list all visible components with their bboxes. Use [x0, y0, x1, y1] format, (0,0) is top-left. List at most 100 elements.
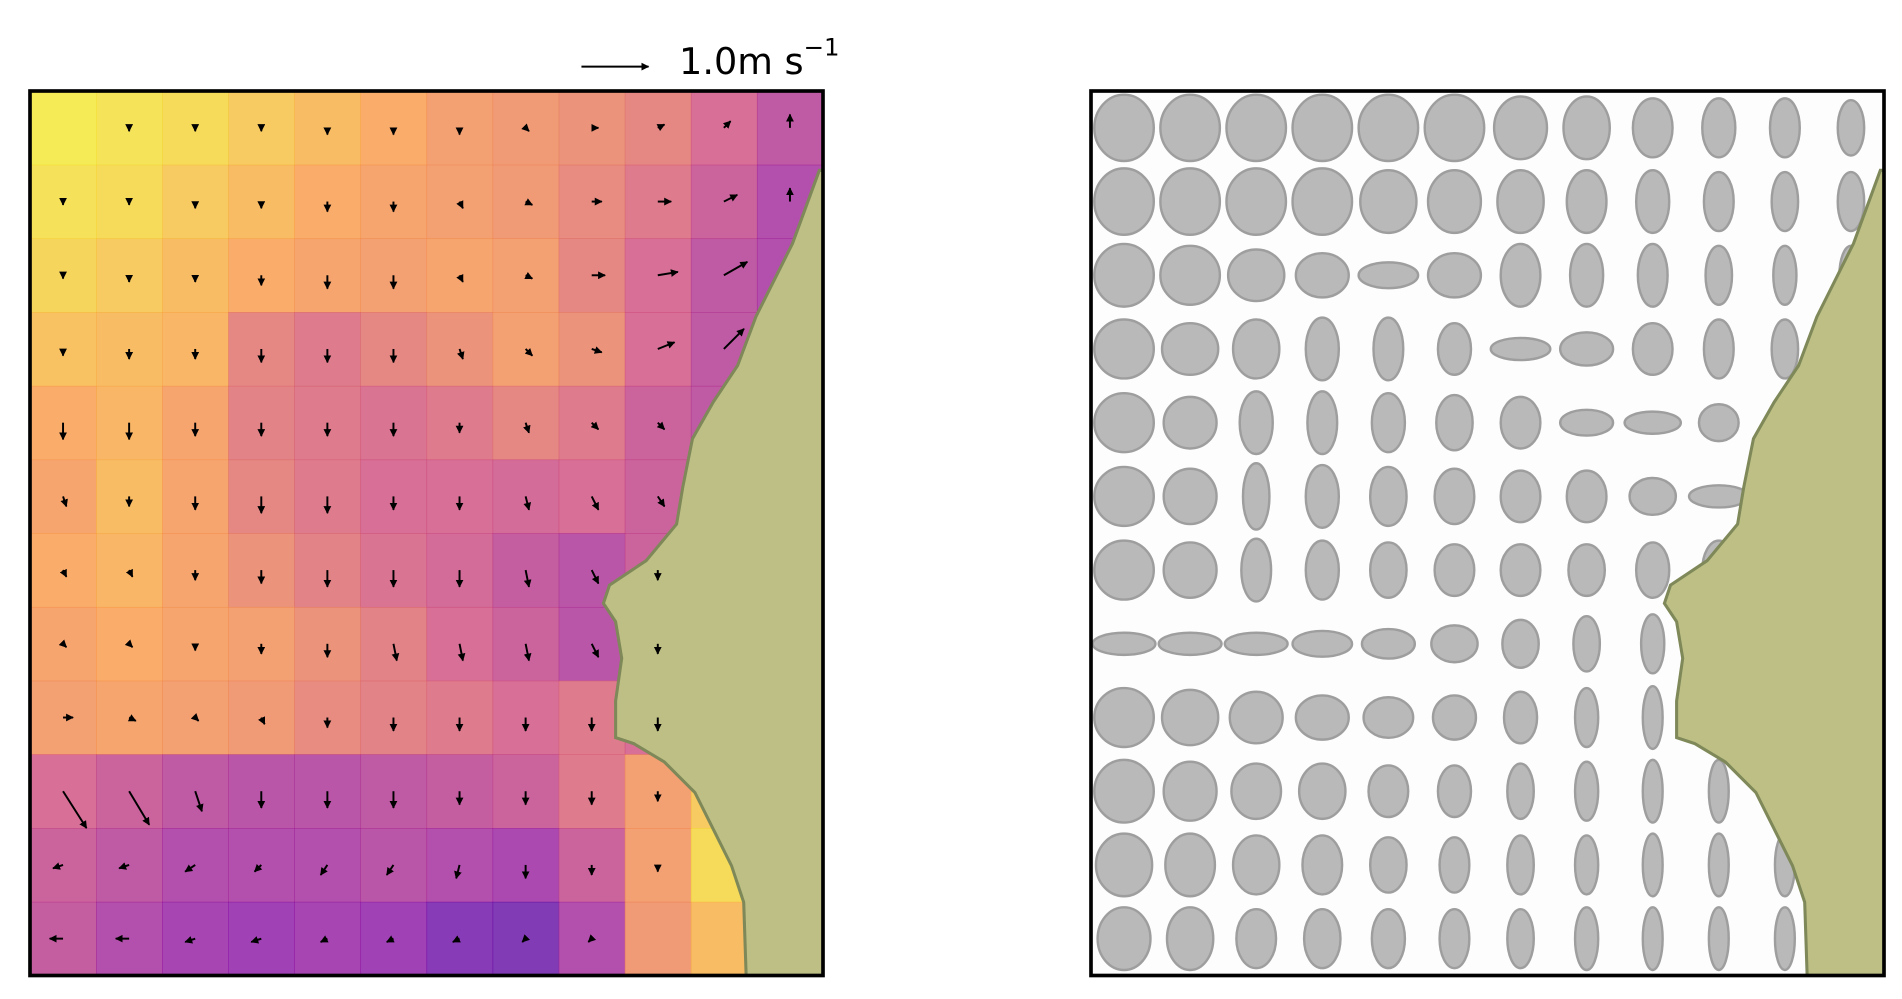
strain-ellipse: [1707, 906, 1730, 972]
land: [1662, 168, 1886, 978]
strain-ellipse: [1565, 469, 1608, 524]
strain-ellipse: [1573, 760, 1600, 822]
strain-ellipse: [1836, 98, 1866, 157]
strain-ellipse: [1160, 321, 1220, 376]
strain-ellipse: [1162, 541, 1218, 599]
strain-ellipse: [1499, 242, 1542, 308]
velocity-arrow: [258, 716, 266, 725]
velocity-arrow: [118, 862, 130, 870]
strain-ellipse: [1157, 631, 1223, 657]
velocity-arrow: [253, 863, 263, 873]
velocity-arrow: [524, 347, 534, 357]
strain-ellipse: [1558, 331, 1615, 367]
strain-ellipse: [1423, 93, 1486, 163]
heat-cell: [30, 91, 97, 166]
strain-ellipse: [1094, 832, 1154, 898]
strain-ellipse: [1770, 318, 1800, 380]
strain-ellipse: [1634, 541, 1671, 599]
velocity-arrow: [521, 934, 530, 943]
strain-ellipse: [1357, 261, 1420, 290]
strain-ellipse: [1568, 242, 1605, 308]
heat-cell: [162, 901, 229, 976]
strain-ellipse: [1093, 758, 1155, 824]
strain-ellipse: [1368, 465, 1408, 528]
strain-ellipse: [1238, 390, 1274, 456]
right-panel: [1089, 89, 1886, 978]
heat-cell: [96, 828, 163, 903]
velocity-arrow: [656, 421, 666, 431]
strain-ellipse: [1628, 476, 1678, 517]
heat-cell: [162, 828, 229, 903]
strain-ellipse: [1565, 169, 1608, 235]
velocity-arrow: [319, 935, 329, 943]
strain-ellipse: [1367, 764, 1410, 819]
velocity-arrow: [456, 200, 464, 209]
strain-ellipse: [1235, 907, 1278, 970]
velocity-arrow: [523, 569, 532, 588]
strain-ellipse: [1372, 316, 1405, 382]
strain-ellipse: [1370, 391, 1407, 454]
strain-ellipse: [1438, 836, 1471, 894]
strain-ellipse: [1499, 469, 1542, 524]
strain-ellipse: [1360, 627, 1417, 660]
quiver-key-label: 1.0m s−1: [679, 32, 840, 82]
strain-ellipse: [1707, 832, 1730, 898]
heat-cell: [756, 91, 824, 166]
strain-ellipse: [1707, 758, 1730, 824]
strain-ellipse: [1438, 907, 1471, 970]
strain-ellipse: [1499, 395, 1542, 450]
strain-ellipse: [1357, 93, 1420, 163]
velocity-arrow: [656, 123, 666, 132]
velocity-arrow: [184, 936, 196, 944]
velocity-arrow: [456, 348, 465, 360]
strain-ellipse: [1636, 242, 1669, 308]
strain-ellipse: [1297, 762, 1347, 821]
velocity-arrow: [457, 643, 466, 662]
frame: [28, 89, 825, 978]
strain-ellipse: [1768, 97, 1801, 159]
strain-ellipse: [1430, 624, 1479, 664]
strain-ellipse: [1558, 408, 1615, 437]
strain-ellipse: [1162, 760, 1218, 822]
velocity-arrow: [590, 569, 600, 585]
strain-ellipse: [1093, 167, 1155, 236]
velocity-arrow: [656, 495, 666, 508]
frame: [1089, 89, 1886, 978]
velocity-arrow: [591, 346, 603, 354]
velocity-arrow: [657, 341, 676, 350]
strain-ellipse: [1302, 907, 1342, 970]
strain-ellipse: [1093, 686, 1155, 749]
strain-ellipse: [1697, 403, 1740, 443]
strain-ellipse: [1436, 764, 1473, 819]
strain-ellipse: [1304, 539, 1341, 601]
strain-ellipse: [1567, 543, 1607, 598]
velocity-arrow: [128, 790, 151, 826]
strain-ellipse: [1304, 463, 1341, 529]
strain-ellipse: [1701, 97, 1737, 159]
strain-ellipse: [1573, 686, 1600, 749]
strain-ellipse: [1294, 694, 1350, 741]
velocity-arrow: [523, 643, 532, 662]
strain-ellipse: [1562, 95, 1611, 161]
strain-ellipse: [1093, 465, 1155, 528]
velocity-arrow: [722, 120, 732, 129]
heat-cell: [96, 901, 163, 976]
heat-cell: [360, 901, 428, 976]
heat-cell: [228, 901, 295, 976]
velocity-arrow: [524, 198, 534, 206]
strain-ellipse: [1226, 248, 1286, 303]
strain-ellipse: [1573, 834, 1600, 896]
strain-ellipse: [1241, 462, 1271, 531]
strain-ellipse: [1502, 690, 1539, 745]
strain-ellipse: [1093, 539, 1155, 601]
velocity-arrow: [723, 261, 749, 277]
velocity-arrow: [124, 639, 134, 648]
heat-cell: [30, 828, 97, 903]
left-panel: 1.0m s−1: [28, 32, 840, 978]
strain-ellipse: [1704, 244, 1734, 306]
velocity-arrow: [590, 495, 600, 511]
strain-ellipse: [1572, 614, 1602, 673]
velocity-arrow: [452, 935, 461, 943]
heat-cell: [294, 901, 362, 976]
strain-ellipse: [1368, 541, 1408, 599]
